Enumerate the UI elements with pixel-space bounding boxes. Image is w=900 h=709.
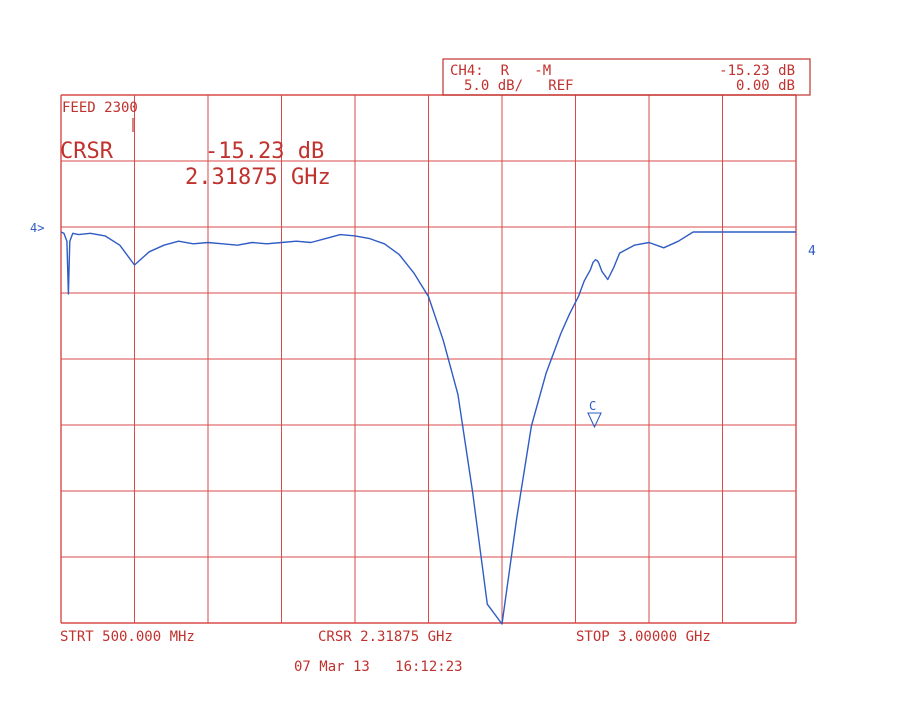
- feed-label: FEED 2300: [62, 100, 138, 116]
- footer-stop: STOP 3.00000 GHz: [576, 629, 711, 645]
- trace-line-0: [60, 231, 796, 625]
- trace-layer: [60, 231, 796, 625]
- status-line2-left: 5.0 dB/ REF: [464, 78, 574, 94]
- status-line1-right: -15.23 dB: [719, 63, 795, 79]
- footer-cursor: CRSR 2.31875 GHz: [318, 629, 453, 645]
- status-box: [442, 58, 811, 96]
- ref-marker-left: 4>: [30, 221, 44, 235]
- cursor-marker-triangle: [587, 412, 602, 429]
- footer-timestamp: 07 Mar 13 16:12:23: [294, 659, 463, 675]
- cursor-value: -15.23 dB: [205, 139, 324, 164]
- graticule-grid: [60, 94, 797, 624]
- cursor-marker: C: [587, 399, 602, 429]
- status-line1-left: CH4: R -M: [450, 63, 551, 79]
- status-line2-right: 0.00 dB: [736, 78, 795, 94]
- footer-start: STRT 500.000 MHz: [60, 629, 195, 645]
- cursor-label: CRSR: [60, 139, 114, 164]
- cursor-frequency: 2.31875 GHz: [185, 165, 331, 190]
- ref-marker-right: 4: [808, 244, 816, 259]
- cursor-marker-symbol: C: [589, 399, 596, 413]
